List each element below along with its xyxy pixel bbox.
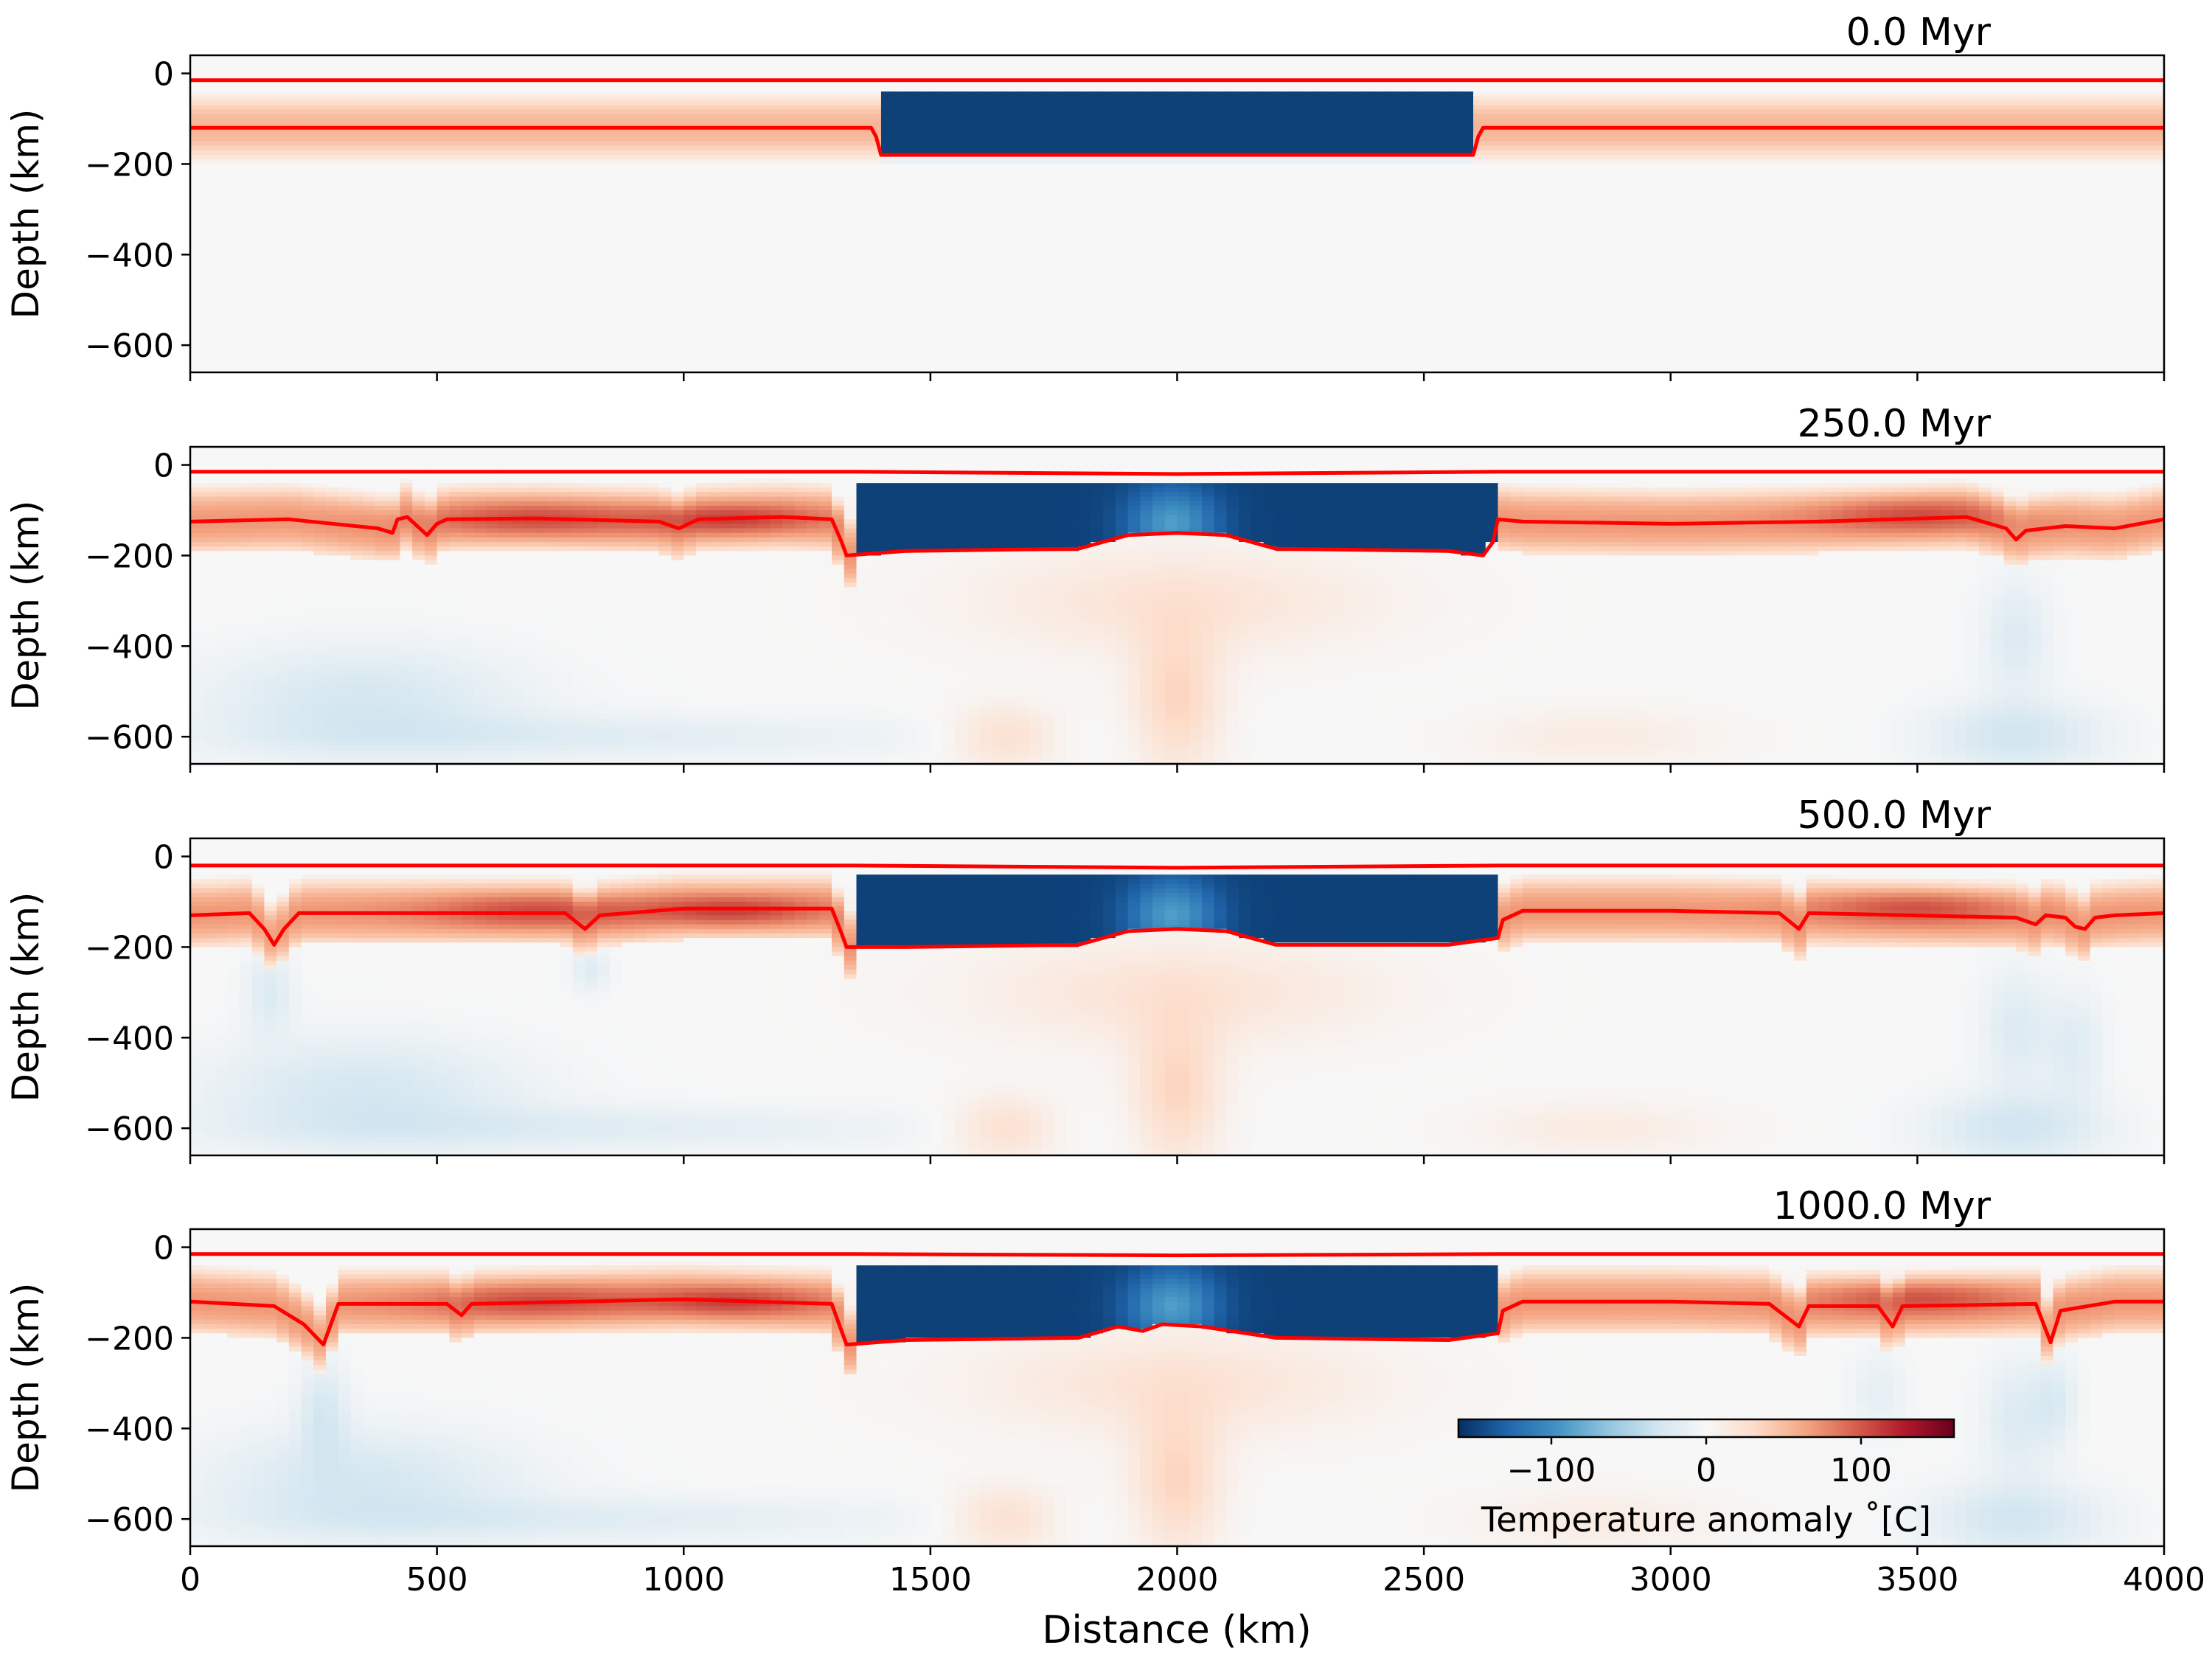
y-tick-label: −400 — [85, 1020, 174, 1057]
temperature-heatmap — [190, 55, 2164, 372]
colorbar-gradient — [1457, 1418, 1955, 1439]
lithosphere-base-contour — [190, 906, 2164, 949]
surface-contour — [190, 470, 2164, 476]
x-tick-label: 2500 — [1382, 1561, 1465, 1599]
y-tick-label: −200 — [85, 929, 174, 967]
y-tick-label: −400 — [85, 1411, 174, 1448]
lithosphere-base-contour — [190, 1297, 2164, 1347]
lithosphere-base-contour — [190, 125, 2164, 157]
x-tick-label: 4000 — [2123, 1561, 2205, 1599]
panel-2: 0 −200 −400 −600 Depth (km) 250.0 Myr — [4, 402, 2166, 773]
x-tick-label: 2000 — [1136, 1561, 1219, 1599]
colorbar-tick-label: 100 — [1830, 1452, 1892, 1489]
panel-1: 0 −200 −400 −600 Depth (km) 0.0 Myr — [4, 10, 2166, 381]
panel-title: 250.0 Myr — [1798, 402, 1992, 446]
y-tick-label: 0 — [153, 1230, 174, 1267]
y-axis-label: Depth (km) — [4, 109, 47, 319]
temperature-heatmap — [190, 447, 2164, 764]
temperature-heatmap — [190, 1229, 2164, 1546]
y-axis-label: Depth (km) — [4, 501, 47, 711]
y-axis-label: Depth (km) — [4, 1283, 47, 1493]
lithosphere-base-contour — [190, 515, 2164, 557]
panel-3: 0 −200 −400 −600 Depth (km) 500.0 Myr — [4, 793, 2166, 1164]
y-tick-label: 0 — [153, 448, 174, 485]
panel-title: 500.0 Myr — [1798, 793, 1992, 838]
y-tick-label: −600 — [85, 1501, 174, 1539]
colorbar-tick-label: −100 — [1507, 1452, 1596, 1489]
x-tick-label: 1000 — [642, 1561, 725, 1599]
x-tick-label: 3500 — [1876, 1561, 1958, 1599]
x-tick-label: 1500 — [889, 1561, 972, 1599]
y-tick-label: −600 — [85, 327, 174, 365]
y-tick-label: −400 — [85, 237, 174, 274]
panel-title: 1000.0 Myr — [1773, 1184, 1992, 1228]
y-tick-label: −200 — [85, 538, 174, 575]
y-tick-label: −200 — [85, 146, 174, 184]
panel-4: 0 −200 −400 −600 Depth (km) 1000.0 Myr — [4, 1184, 2166, 1555]
panel-title: 0.0 Myr — [1846, 10, 1992, 55]
y-tick-label: −400 — [85, 628, 174, 666]
y-tick-label: 0 — [153, 56, 174, 94]
x-tick-label: 3000 — [1630, 1561, 1712, 1599]
y-tick-label: −200 — [85, 1320, 174, 1357]
y-tick-label: 0 — [153, 839, 174, 877]
x-tick-label: 0 — [180, 1561, 201, 1599]
colorbar-label: Temperature anomaly ˚[C] — [1481, 1500, 1931, 1540]
surface-contour — [190, 863, 2164, 870]
x-tick-label: 500 — [406, 1561, 468, 1599]
colorbar: −100 0 100 Temperature anomaly ˚[C] — [1457, 1418, 1955, 1540]
surface-contour — [190, 1252, 2164, 1258]
x-axis-label: Distance (km) — [1042, 1608, 1311, 1652]
y-axis-label: Depth (km) — [4, 892, 47, 1102]
temperature-heatmap — [190, 838, 2164, 1155]
y-tick-label: −600 — [85, 719, 174, 757]
colorbar-tick-label: 0 — [1696, 1452, 1717, 1489]
y-tick-label: −600 — [85, 1110, 174, 1148]
